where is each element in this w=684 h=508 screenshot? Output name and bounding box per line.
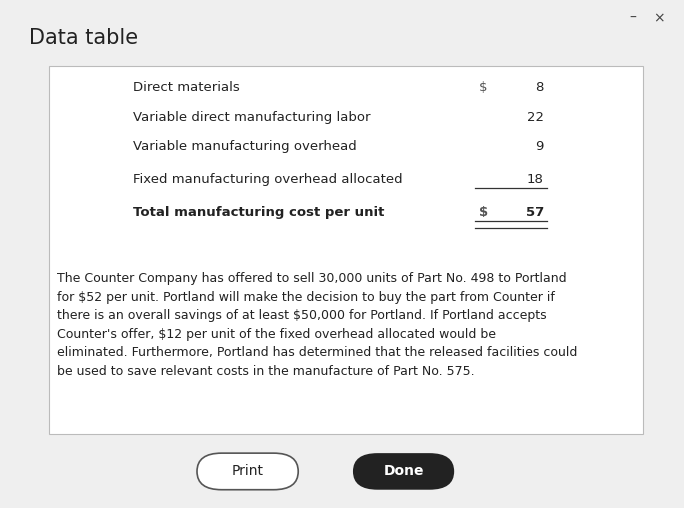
FancyBboxPatch shape bbox=[49, 66, 643, 434]
Text: Done: Done bbox=[383, 464, 424, 479]
Text: The Counter Company has offered to sell 30,000 units of Part No. 498 to Portland: The Counter Company has offered to sell … bbox=[57, 272, 578, 378]
Text: Data table: Data table bbox=[29, 28, 138, 48]
Text: –: – bbox=[629, 11, 636, 25]
FancyBboxPatch shape bbox=[353, 453, 454, 490]
Text: Variable direct manufacturing labor: Variable direct manufacturing labor bbox=[133, 111, 371, 124]
Text: $: $ bbox=[479, 81, 487, 94]
Text: 8: 8 bbox=[536, 81, 544, 94]
Text: Direct materials: Direct materials bbox=[133, 81, 240, 94]
Text: 57: 57 bbox=[525, 206, 544, 219]
Text: $: $ bbox=[479, 206, 488, 219]
Text: Fixed manufacturing overhead allocated: Fixed manufacturing overhead allocated bbox=[133, 173, 403, 186]
Text: 22: 22 bbox=[527, 111, 544, 124]
Text: Print: Print bbox=[232, 464, 263, 479]
Text: Variable manufacturing overhead: Variable manufacturing overhead bbox=[133, 140, 357, 153]
Text: Total manufacturing cost per unit: Total manufacturing cost per unit bbox=[133, 206, 385, 219]
FancyBboxPatch shape bbox=[197, 453, 298, 490]
Text: ×: × bbox=[653, 11, 665, 25]
Text: 18: 18 bbox=[527, 173, 544, 186]
Text: 9: 9 bbox=[536, 140, 544, 153]
